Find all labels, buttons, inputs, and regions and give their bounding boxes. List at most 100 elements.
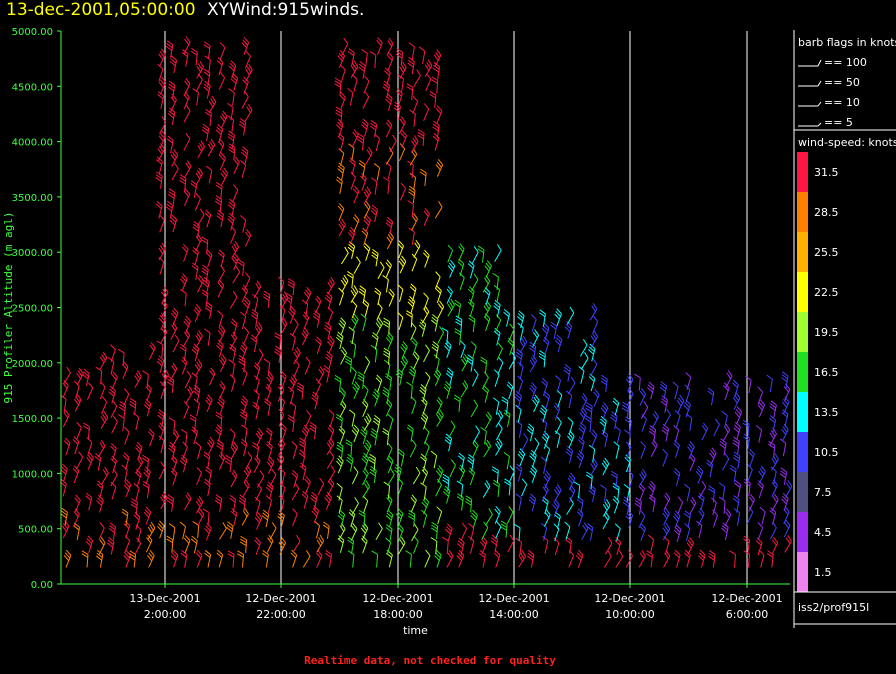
wind-barb [395,48,404,66]
wind-barb [542,336,550,355]
wind-barb [170,149,179,167]
wind-barb [360,426,368,445]
wind-barb [698,480,707,499]
wind-barb [301,299,309,317]
wind-barb [334,374,342,393]
wind-barb [168,442,176,460]
wind-barb [302,550,311,568]
quality-note: Realtime data, not checked for quality [304,654,556,667]
wind-barb [503,451,510,470]
wind-barb [423,344,430,363]
wind-barb [340,346,347,365]
wind-barb [477,245,485,263]
wind-barb [358,61,366,79]
wind-barb [183,77,191,96]
wind-barb [207,436,215,455]
wind-barb [683,510,691,528]
colorbar-swatch [797,272,808,312]
wind-barb [459,272,465,291]
wind-barb [257,470,265,488]
legend-panel: barb flags in knots == 100 == 50 == 10 == 5 w… [793,30,896,628]
wind-barb [253,455,261,473]
wind-barb [508,351,516,370]
wind-barb [215,181,223,200]
wind-barb [219,110,228,129]
wind-barb [219,381,226,399]
wind-barb [430,314,439,332]
wind-barb [217,264,225,283]
colorbar-swatch [797,472,808,512]
wind-barb [301,490,309,509]
wind-barb [580,352,589,370]
wind-barb [538,309,546,327]
wind-barb [746,506,754,524]
wind-barb [202,508,210,526]
wind-barb [276,452,285,471]
wind-barb [409,109,416,127]
wind-barb [425,73,432,92]
wind-barb [263,398,271,416]
x-tick-date: 12-Dec-2001 [362,592,433,605]
wind-barb [410,494,417,513]
wind-barb [263,358,271,376]
wind-barb [277,438,286,456]
colorbar-swatch [797,312,808,352]
wind-barb [395,367,403,386]
wind-barb [266,456,275,475]
wind-barb [515,348,523,367]
y-axis-title: 915 Profiler Altitude (m agl) [2,211,15,403]
wind-barb [492,397,500,415]
wind-barb [565,445,574,464]
wind-barb [76,367,84,386]
wind-barb [240,395,248,414]
wind-barb [339,91,346,110]
wind-barb [201,236,209,254]
wind-barb [240,438,248,457]
wind-barb [718,482,726,500]
wind-barb [316,534,325,553]
wind-barbs [59,36,793,568]
wind-barb [169,214,178,233]
wind-barb [424,549,431,568]
wind-barb [553,537,560,556]
wind-barb [567,430,575,449]
wind-barb [265,495,272,513]
wind-barb [170,467,178,486]
wind-barb [133,483,140,501]
wind-barb [400,182,407,201]
colorbar-swatch [797,192,808,232]
wind-barb [167,80,176,99]
wind-barb [369,51,377,69]
wind-barb [182,441,188,460]
wind-barb [351,366,357,385]
wind-barb [183,535,191,553]
wind-barb [143,506,152,525]
wind-barb [385,331,394,350]
wind-barb [217,310,224,329]
wind-barb [172,334,180,353]
wind-barb [129,397,137,416]
wind-barb [417,129,425,147]
wind-barb [430,450,438,469]
wind-barb [185,385,194,404]
wind-barb [148,342,156,360]
wind-barb [370,177,378,195]
wind-barb [757,386,764,405]
wind-barb [344,355,353,373]
wind-barb [467,298,475,317]
wind-barb [245,63,253,82]
wind-barb [351,129,359,147]
wind-barb [584,414,592,433]
wind-barb [455,315,463,333]
wind-barb [363,413,372,431]
wind-barb [601,429,609,448]
wind-barb [195,233,202,252]
wind-barb [363,243,371,261]
wind-barb [517,322,524,341]
wind-barb [361,535,368,554]
wind-barb [406,381,413,399]
wind-barb [184,492,192,511]
wind-barb [196,467,203,485]
wind-barb [262,290,271,308]
